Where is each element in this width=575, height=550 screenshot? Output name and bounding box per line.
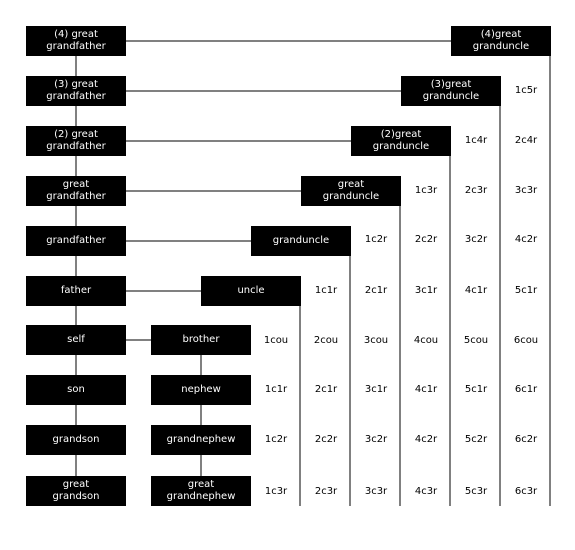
ancestor-box-8-label: grandson — [52, 434, 100, 445]
relationship-cell: 1c2r — [264, 434, 288, 445]
uncle-box-1: (3)great granduncle — [401, 76, 501, 106]
ancestor-box-5: father — [26, 276, 126, 306]
uncle-box-0: (4)great granduncle — [451, 26, 551, 56]
relationship-cell: 4c2r — [414, 434, 438, 445]
relationship-cell: 3c2r — [464, 234, 488, 245]
ancestor-box-9: great grandson — [26, 476, 126, 506]
relationship-cell: 3c3r — [364, 486, 388, 497]
ancestor-box-4: grandfather — [26, 226, 126, 256]
uncle-box-3: great granduncle — [301, 176, 401, 206]
ancestor-box-2-label: (2) great grandfather — [46, 129, 106, 152]
relationship-cell: 6cou — [513, 335, 539, 346]
sibling-box-3-label: great grandnephew — [166, 479, 236, 502]
relationship-cell: 5c3r — [464, 486, 488, 497]
relationship-cell: 2c2r — [314, 434, 338, 445]
sibling-box-3: great grandnephew — [151, 476, 251, 506]
relationship-cell: 2c3r — [314, 486, 338, 497]
sibling-box-2: grandnephew — [151, 425, 251, 455]
uncle-box-5-label: uncle — [237, 285, 265, 296]
relationship-cell: 3cou — [363, 335, 389, 346]
uncle-box-0-label: (4)great granduncle — [472, 29, 530, 52]
ancestor-box-3-label: great grandfather — [46, 179, 106, 202]
relationship-cell: 4c2r — [514, 234, 538, 245]
ancestor-box-0-label: (4) great grandfather — [46, 29, 106, 52]
relationship-cell: 1cou — [263, 335, 289, 346]
ancestor-box-5-label: father — [60, 285, 92, 296]
relationship-cell: 5c1r — [464, 384, 488, 395]
relationship-cell: 5c2r — [464, 434, 488, 445]
relationship-cell: 2cou — [313, 335, 339, 346]
relationship-cell: 5c1r — [514, 285, 538, 296]
relationship-cell: 6c3r — [514, 486, 538, 497]
ancestor-box-0: (4) great grandfather — [26, 26, 126, 56]
relationship-cell: 4cou — [413, 335, 439, 346]
sibling-box-1: nephew — [151, 375, 251, 405]
ancestor-box-2: (2) great grandfather — [26, 126, 126, 156]
ancestor-box-1: (3) great grandfather — [26, 76, 126, 106]
relationship-cell: 6c2r — [514, 434, 538, 445]
relationship-cell: 1c2r — [364, 234, 388, 245]
relationship-cell: 3c1r — [364, 384, 388, 395]
relationship-cell: 2c2r — [414, 234, 438, 245]
relationship-cell: 1c1r — [264, 384, 288, 395]
ancestor-box-8: grandson — [26, 425, 126, 455]
relationship-cell: 4c1r — [414, 384, 438, 395]
uncle-box-5: uncle — [201, 276, 301, 306]
uncle-box-2-label: (2)great granduncle — [372, 129, 430, 152]
relationship-cell: 2c3r — [464, 185, 488, 196]
relationship-cell: 3c3r — [514, 185, 538, 196]
sibling-box-0-label: brother — [182, 334, 220, 345]
relationship-cell: 1c4r — [464, 135, 488, 146]
relationship-cell: 6c1r — [514, 384, 538, 395]
relationship-cell: 4c3r — [414, 486, 438, 497]
relationship-cell: 1c1r — [314, 285, 338, 296]
relationship-cell: 1c5r — [514, 85, 538, 96]
sibling-box-1-label: nephew — [181, 384, 221, 395]
sibling-box-2-label: grandnephew — [166, 434, 236, 445]
relationship-cell: 3c2r — [364, 434, 388, 445]
relationship-cell: 4c1r — [464, 285, 488, 296]
relationship-cell: 5cou — [463, 335, 489, 346]
relationship-cell: 3c1r — [414, 285, 438, 296]
ancestor-box-1-label: (3) great grandfather — [46, 79, 106, 102]
relationship-cell: 1c3r — [264, 486, 288, 497]
relationship-cell: 1c3r — [414, 185, 438, 196]
relationship-cell: 2c1r — [364, 285, 388, 296]
relationship-cell: 2c4r — [514, 135, 538, 146]
uncle-box-4-label: granduncle — [272, 235, 330, 246]
ancestor-box-7: son — [26, 375, 126, 405]
ancestor-box-6: self — [26, 325, 126, 355]
sibling-box-0: brother — [151, 325, 251, 355]
ancestor-box-6-label: self — [67, 334, 85, 345]
ancestor-box-9-label: great grandson — [52, 479, 100, 502]
uncle-box-1-label: (3)great granduncle — [422, 79, 480, 102]
uncle-box-4: granduncle — [251, 226, 351, 256]
relationship-cell: 2c1r — [314, 384, 338, 395]
uncle-box-2: (2)great granduncle — [351, 126, 451, 156]
uncle-box-3-label: great granduncle — [322, 179, 380, 202]
ancestor-box-3: great grandfather — [26, 176, 126, 206]
ancestor-box-4-label: grandfather — [46, 235, 106, 246]
ancestor-box-7-label: son — [67, 384, 85, 395]
